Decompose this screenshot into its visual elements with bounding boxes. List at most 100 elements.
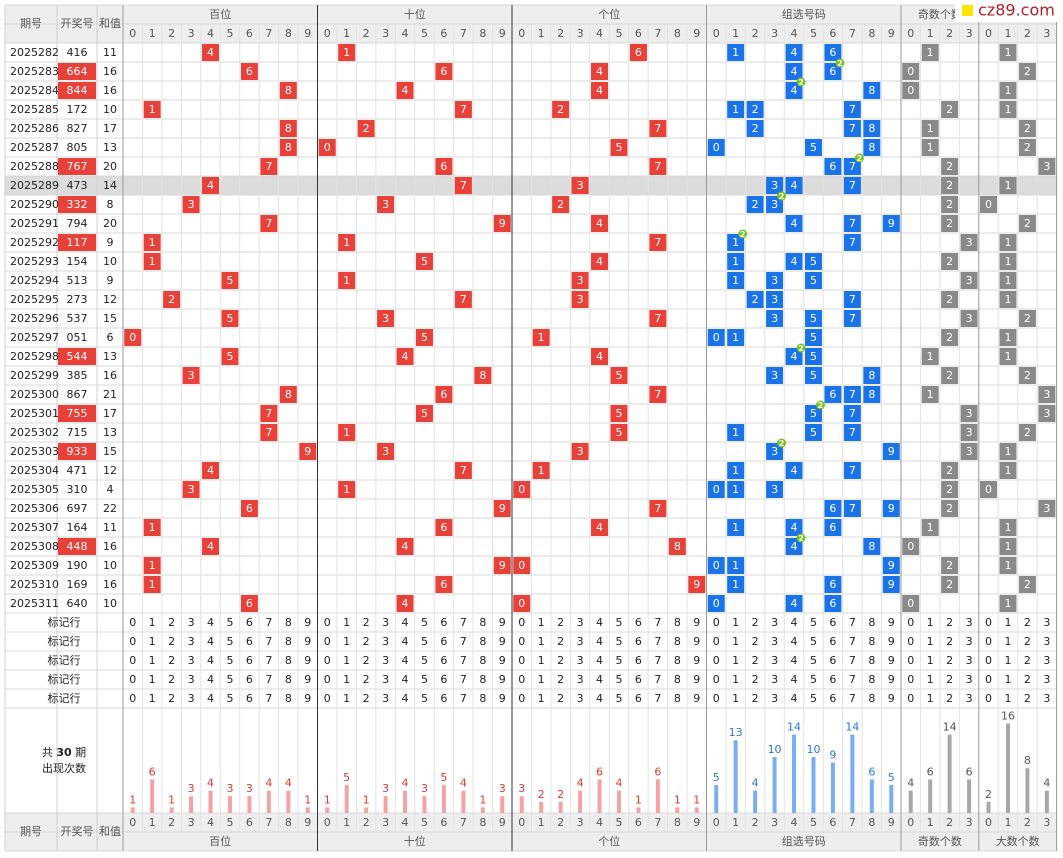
digit-cell <box>843 310 861 327</box>
digit-cell-text: 2 <box>946 331 953 344</box>
digit-header: 0 <box>518 816 525 829</box>
digit-header: 6 <box>246 27 253 40</box>
digit-cell-text: 1 <box>1004 236 1011 249</box>
digit-cell <box>591 82 609 99</box>
count-label: 5 <box>888 771 895 784</box>
digit-cell <box>999 291 1017 308</box>
marker-digit: 1 <box>927 673 934 686</box>
digit-cell-text: 2 <box>946 502 953 515</box>
digit-cell-text: 2 <box>946 293 953 306</box>
marker-digit: 4 <box>402 673 409 686</box>
marker-digit: 1 <box>1004 635 1011 648</box>
digit-cell <box>591 215 609 232</box>
digit-cell <box>999 557 1017 574</box>
digit-cell-text: 6 <box>246 65 253 78</box>
digit-cell-text: 5 <box>615 407 622 420</box>
count-bar <box>208 790 213 813</box>
marker-digit: 4 <box>791 654 798 667</box>
digit-cell-text: 0 <box>324 141 331 154</box>
digit-cell-text: 1 <box>343 426 350 439</box>
marker-digit: 3 <box>1043 635 1050 648</box>
digit-cell-text: 1 <box>538 331 545 344</box>
digit-cell-text: 4 <box>596 65 603 78</box>
digit-cell-text: 2 <box>752 122 759 135</box>
marker-digit: 5 <box>810 673 817 686</box>
digit-cell <box>766 367 784 384</box>
count-label: 1 <box>635 793 642 806</box>
marker-digit: 9 <box>499 673 506 686</box>
digit-cell <box>804 405 822 422</box>
digit-cell <box>824 63 842 80</box>
digit-cell <box>999 443 1017 460</box>
marker-digit: 4 <box>402 692 409 705</box>
marker-digit: 7 <box>265 673 272 686</box>
marker-digit: 5 <box>421 635 428 648</box>
digit-cell <box>882 576 900 593</box>
digit-cell <box>960 424 978 441</box>
marker-digit: 2 <box>1024 673 1031 686</box>
count-bar <box>383 796 388 813</box>
digit-cell <box>454 462 472 479</box>
digit-cell <box>941 101 959 118</box>
marker-digit: 5 <box>226 654 233 667</box>
digit-header: 9 <box>499 816 506 829</box>
digit-header: 0 <box>985 816 992 829</box>
marker-digit: 1 <box>343 673 350 686</box>
sum: 8 <box>107 198 114 211</box>
digit-header: 3 <box>966 27 973 40</box>
marker-digit: 7 <box>265 654 272 667</box>
digit-cell-text: 5 <box>226 274 233 287</box>
marker-digit: 1 <box>927 692 934 705</box>
count-label: 16 <box>1001 709 1015 722</box>
repeat-badge-text: 2 <box>798 344 804 353</box>
digit-cell-text: 0 <box>713 559 720 572</box>
digit-cell <box>396 595 414 612</box>
digit-cell-text: 0 <box>907 65 914 78</box>
marker-digit: 4 <box>207 635 214 648</box>
marker-digit: 4 <box>207 692 214 705</box>
digit-header: 7 <box>265 27 272 40</box>
digit-cell <box>202 462 220 479</box>
count-label: 4 <box>285 777 292 790</box>
sum: 15 <box>103 312 117 325</box>
count-bar <box>578 790 583 813</box>
marker-digit: 2 <box>557 692 564 705</box>
digit-cell <box>902 82 920 99</box>
stats-bg <box>5 708 1057 813</box>
number: 190 <box>67 559 88 572</box>
digit-cell-text: 8 <box>868 369 875 382</box>
digit-cell-text: 3 <box>382 312 389 325</box>
digit-cell <box>941 291 959 308</box>
count-bar <box>869 779 874 813</box>
group-name: 个位 <box>598 7 620 21</box>
marker-digit: 5 <box>615 654 622 667</box>
group-name: 十位 <box>404 7 426 21</box>
digit-header: 6 <box>246 816 253 829</box>
marker-digit: 5 <box>226 616 233 629</box>
marker-digit: 0 <box>129 635 136 648</box>
digit-cell <box>610 367 628 384</box>
marker-digit: 0 <box>324 635 331 648</box>
marker-digit: 9 <box>499 616 506 629</box>
digit-cell-text: 1 <box>1004 521 1011 534</box>
count-label: 6 <box>868 765 875 778</box>
digit-cell-text: 3 <box>382 198 389 211</box>
digit-cell <box>843 424 861 441</box>
count-label: 6 <box>927 765 934 778</box>
repeat-badge <box>777 438 787 448</box>
marker-digit: 0 <box>713 692 720 705</box>
marker-digit: 5 <box>810 692 817 705</box>
digit-cell-text: 1 <box>538 464 545 477</box>
marker-digit: 0 <box>324 692 331 705</box>
marker-digit: 6 <box>635 616 642 629</box>
digit-cell-text: 3 <box>966 426 973 439</box>
marker-digit: 8 <box>479 692 486 705</box>
digit-cell-text: 1 <box>732 578 739 591</box>
marker-digit: 1 <box>732 673 739 686</box>
digit-cell <box>785 519 803 536</box>
marker-digit: 4 <box>791 692 798 705</box>
count-bar <box>422 796 427 813</box>
digit-cell-text: 1 <box>149 236 156 249</box>
marker-digit: 6 <box>440 673 447 686</box>
digit-cell <box>727 44 745 61</box>
